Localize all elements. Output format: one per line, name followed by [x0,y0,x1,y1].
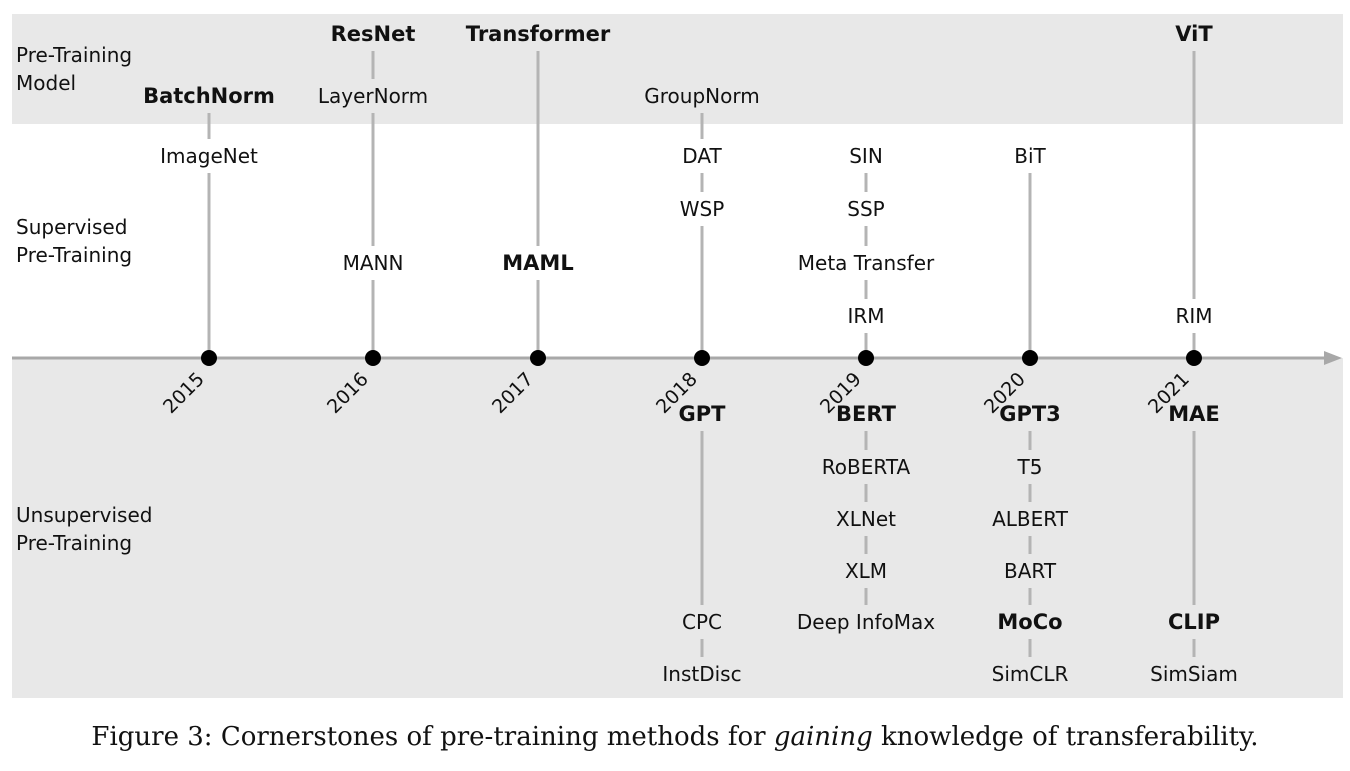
year-dot-2015 [201,350,217,366]
method-gpt: GPT [679,402,727,426]
year-dot-2017 [530,350,546,366]
method-groupnorm: GroupNorm [644,84,759,108]
timeline-diagram: Pre-Training Model Supervised Pre-Training U… [12,14,1343,698]
method-sin: SIN [849,144,883,168]
method-mae: MAE [1168,402,1220,426]
band-label-pretraining-model: Pre-Training Model [16,43,132,95]
band-supervised [12,124,1343,358]
band-pretraining-model [12,14,1343,124]
axis-layer [12,350,1342,366]
method-bert: BERT [836,402,897,426]
method-mann: MANN [343,251,404,275]
method-meta-transfer: Meta Transfer [798,251,935,275]
year-dot-2020 [1022,350,1038,366]
year-dot-2021 [1186,350,1202,366]
method-transformer: Transformer [466,22,611,46]
method-roberta: RoBERTA [822,455,911,479]
method-deep-infomax: Deep InfoMax [797,610,935,634]
year-dot-2016 [365,350,381,366]
stems-layer [207,51,1196,657]
method-ssp: SSP [847,197,884,221]
caption-suffix: knowledge of transferability. [872,722,1259,752]
method-maml: MAML [502,251,573,275]
method-wsp: WSP [680,197,725,221]
method-albert: ALBERT [992,507,1069,531]
method-imagenet: ImageNet [160,144,258,168]
method-batchnorm: BatchNorm [143,84,275,108]
method-instdisc: InstDisc [662,662,741,686]
method-irm: IRM [847,304,884,328]
method-t5: T5 [1017,455,1043,479]
method-xlnet: XLNet [836,507,896,531]
method-bit: BiT [1014,144,1046,168]
caption-prefix: Figure 3: Cornerstones of pre-training m… [91,722,774,752]
method-clip: CLIP [1168,610,1220,634]
method-simclr: SimCLR [992,662,1069,686]
caption-emphasis: gaining [773,722,873,752]
bands-layer [12,14,1343,698]
figure-caption: Figure 3: Cornerstones of pre-training m… [0,722,1350,752]
method-resnet: ResNet [331,22,416,46]
method-gpt3: GPT3 [999,402,1061,426]
year-dot-2018 [694,350,710,366]
method-moco: MoCo [997,610,1062,634]
method-layernorm: LayerNorm [318,84,428,108]
method-rim: RIM [1175,304,1212,328]
band-label-unsupervised: Unsupervised Pre-Training [16,503,152,555]
method-dat: DAT [682,144,722,168]
time-axis-arrowhead [1324,351,1342,365]
method-xlm: XLM [845,559,887,583]
method-cpc: CPC [682,610,722,634]
method-bart: BART [1004,559,1057,583]
band-unsupervised [12,358,1343,698]
method-vit: ViT [1175,22,1213,46]
method-simsiam: SimSiam [1150,662,1238,686]
year-dot-2019 [858,350,874,366]
band-label-supervised: Supervised Pre-Training [16,215,132,267]
